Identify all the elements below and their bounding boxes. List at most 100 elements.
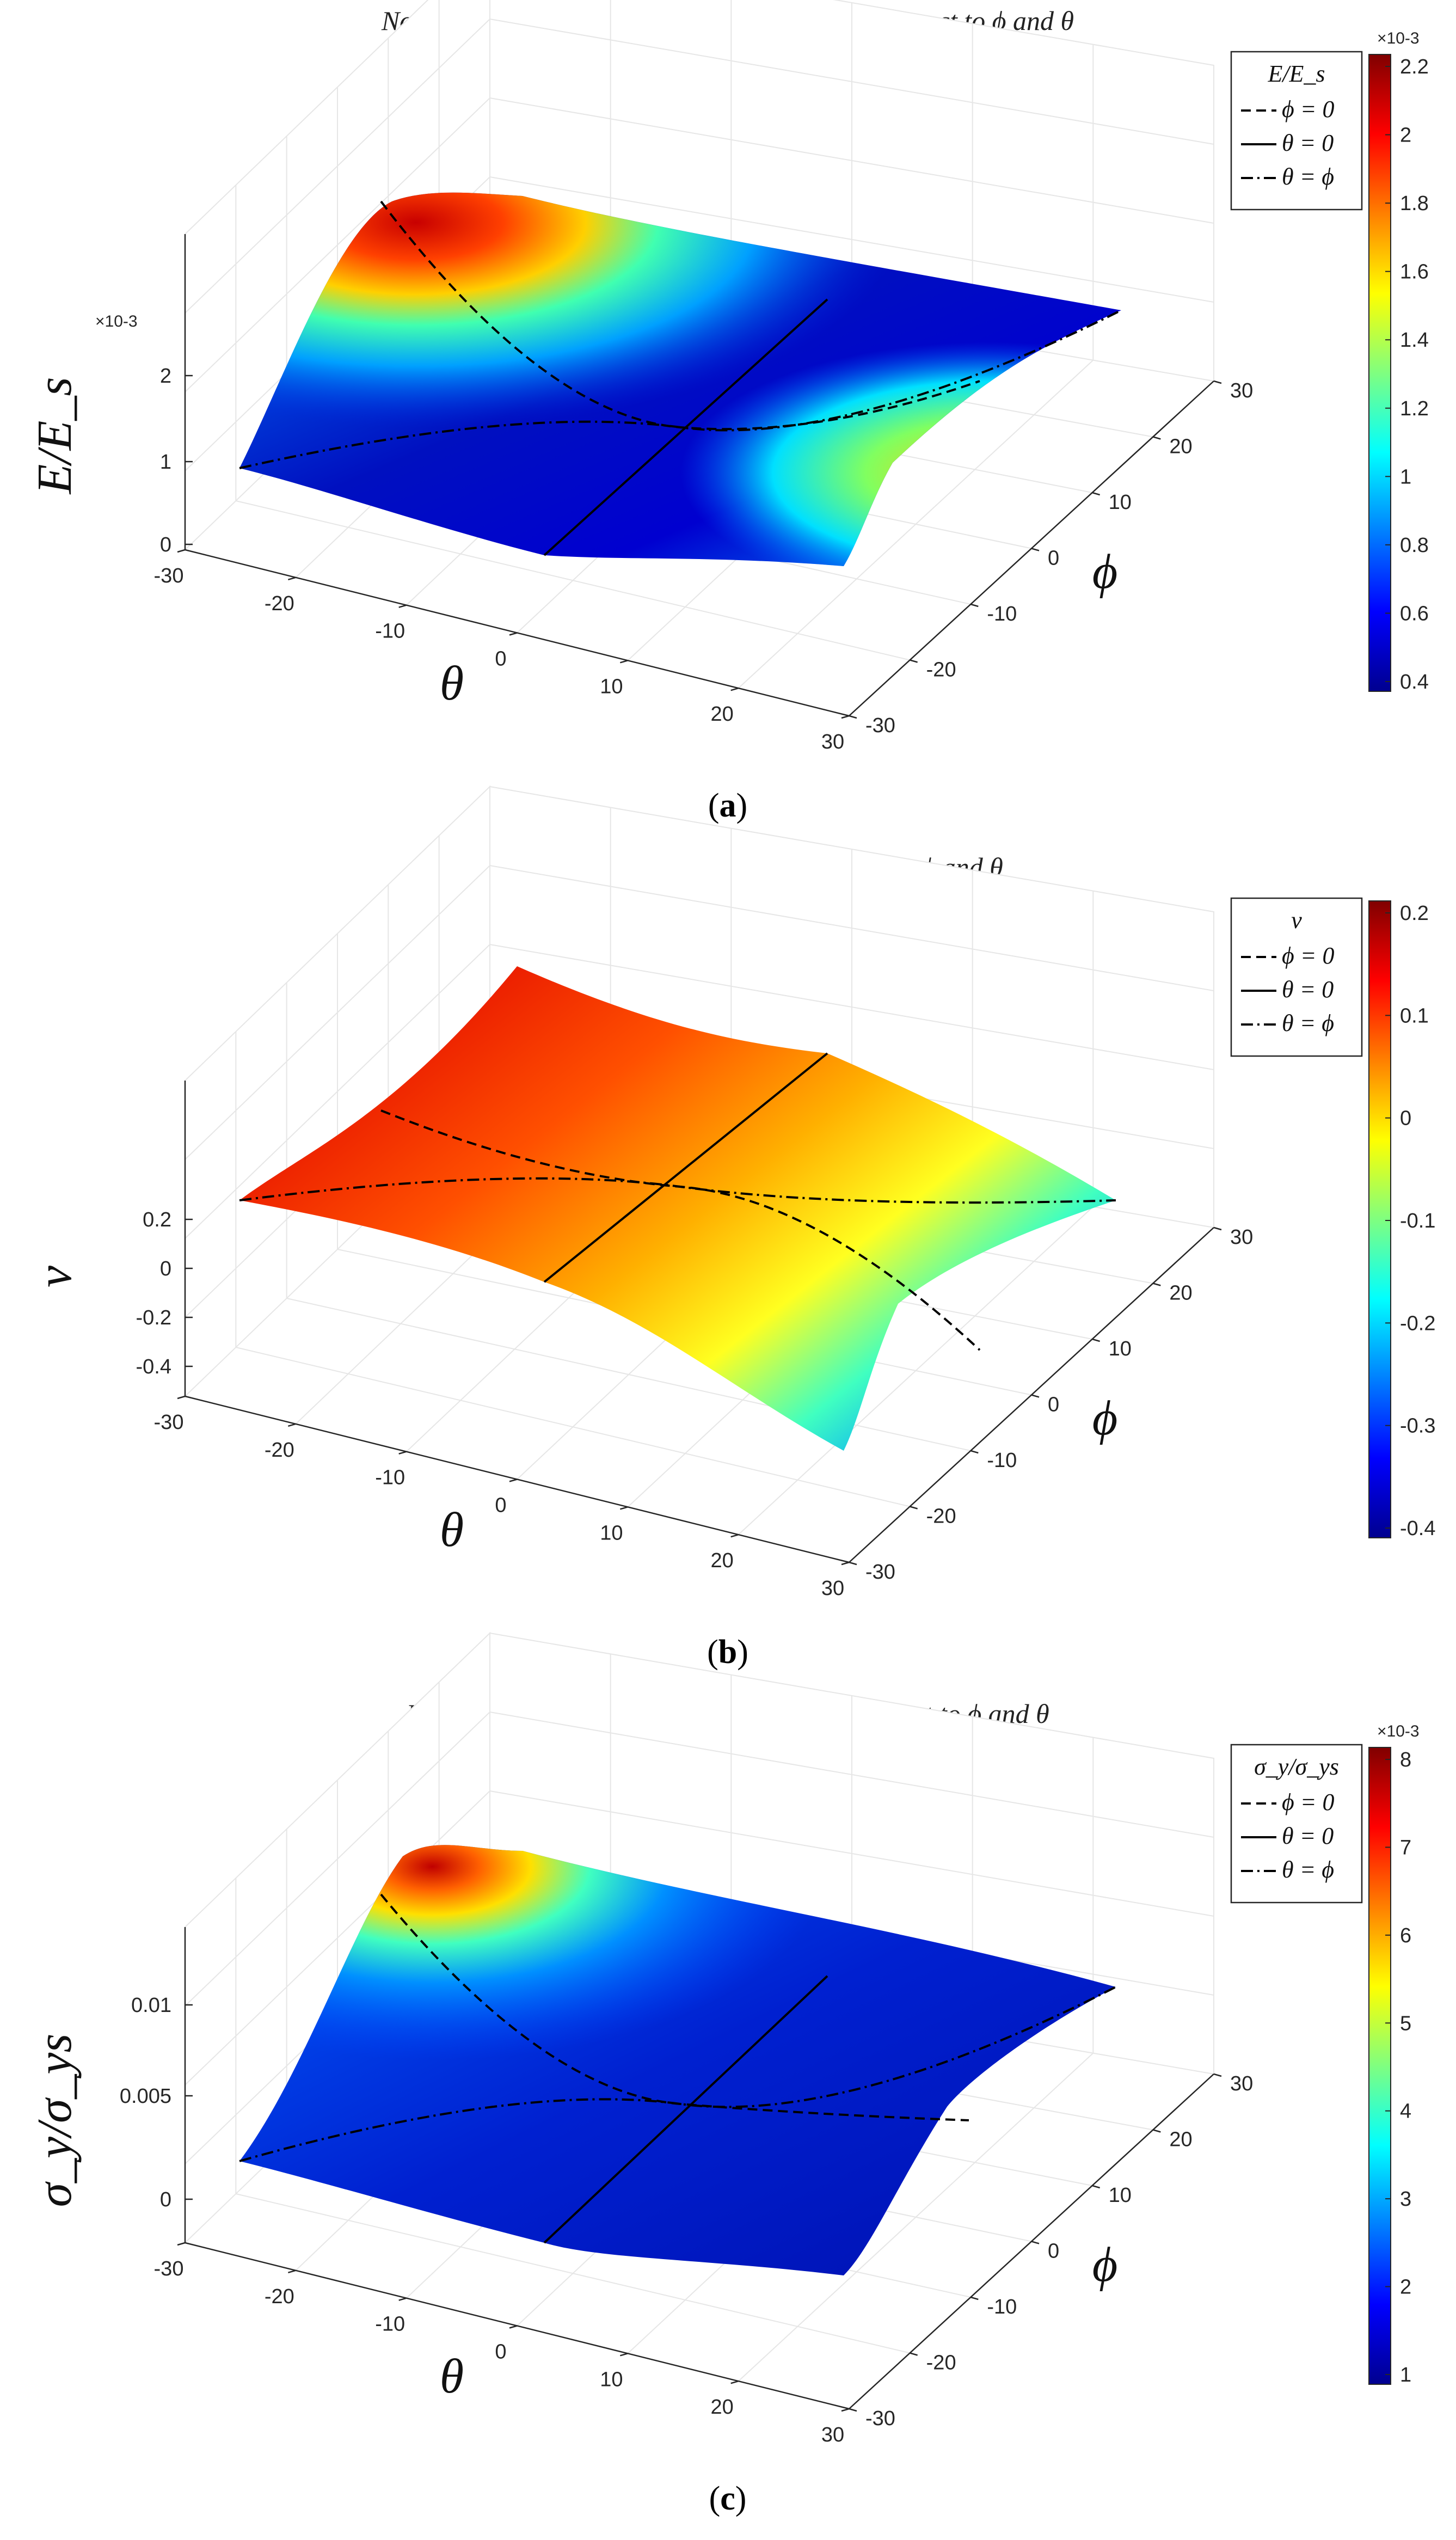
legend-entry: θ = ϕ [1282,1010,1334,1036]
y-axis-label: ϕ [1092,1391,1118,1445]
z-axis-label: ν [28,1266,82,1287]
colorbar-tick: -0.4 [1400,1517,1435,1540]
y-tick-label: -20 [926,1505,956,1528]
y-tick-label: 20 [1169,1282,1192,1305]
z-tick-label: -0.4 [136,1355,171,1378]
colorbar-tick: 2 [1400,2276,1411,2299]
z-tick-label: 0.005 [120,2085,171,2108]
x-tick-label: 10 [600,1521,623,1544]
panel-caption: (a) [708,787,747,824]
curve-theta-eq-0 [543,1975,828,2244]
x-tick-label: -20 [265,592,294,615]
x-tick-label: -10 [375,1467,405,1489]
y-tick-label: 30 [1230,1226,1253,1249]
colorbar-exponent: ×10-3 [1377,1722,1420,1740]
y-axis-label: ϕ [1092,545,1118,599]
surface [239,966,1116,1451]
legend-entry: θ = ϕ [1282,163,1334,190]
legend: E/E_s ϕ = 0 θ = 0 θ = ϕ [1230,51,1363,211]
colorbar-tick: 5 [1400,2012,1411,2035]
x-tick-label: 30 [821,2424,844,2446]
colorbar-tick: 1.2 [1400,397,1429,420]
colorbar-tick: 6 [1400,1924,1411,1947]
colorbar-tick: -0.1 [1400,1210,1435,1232]
legend-entry: ϕ = 0 [1282,942,1334,969]
y-tick-label: 20 [1169,435,1192,458]
x-tick-label: 20 [711,1549,734,1572]
x-tick-label: -30 [154,1411,184,1434]
x-tick-label: 20 [711,2396,734,2419]
z-axis-label: E/E_s [28,377,82,495]
colorbar-tick: 1 [1400,2364,1411,2386]
legend-title: E/E_s [1267,60,1325,87]
legend: σ_y/σ_ys ϕ = 0 θ = 0 θ = ϕ [1230,1744,1363,1904]
z-exponent: ×10-3 [95,312,138,330]
chart-panel-b: Poisson’s ratio distribution with respec… [28,785,1435,1671]
colorbar-tick: 2 [1400,124,1411,147]
surface [239,1845,1116,2275]
y-tick-label: 20 [1169,2128,1192,2151]
y-tick-label: 0 [1048,2240,1059,2263]
chart-panel-c: Normalized yield stress distribution wit… [28,1631,1420,2517]
x-tick-label: 0 [495,648,506,671]
z-tick-label: 0.2 [143,1208,171,1231]
colorbar-tick: 1 [1400,465,1411,488]
y-axis-label: ϕ [1092,2238,1118,2292]
y-tick-label: 10 [1109,1338,1132,1360]
y-tick-label: 0 [1048,1394,1059,1416]
x-tick-label: -30 [154,2257,184,2280]
colorbar-tick: 1.4 [1400,329,1429,352]
colorbar-tick: 8 [1400,1748,1411,1771]
y-tick-label: 10 [1109,491,1132,514]
colorbar-tick: 3 [1400,2188,1411,2211]
z-tick-label: 2 [160,365,171,388]
curve-phi-eq-0 [380,1893,969,2121]
colorbar-tick: 0.2 [1400,902,1429,925]
panel-caption: (c) [709,2480,747,2517]
y-tick-label: -20 [926,2352,956,2375]
legend-entry: θ = 0 [1282,130,1334,156]
colorbar-tick: 0.6 [1400,602,1429,625]
y-tick-label: -10 [987,2296,1017,2318]
z-axis-label: σ_y/σ_ys [28,2034,82,2207]
x-tick-label: -10 [375,2313,405,2336]
colorbar-tick: 0.1 [1400,1004,1429,1027]
y-tick-label: 10 [1109,2184,1132,2207]
legend: ν ϕ = 0 θ = 0 θ = ϕ [1230,897,1363,1057]
legend-entry: θ = ϕ [1282,1856,1334,1883]
z-tick-label: -0.2 [136,1306,171,1329]
colorbar-tick: 1.8 [1400,192,1429,215]
y-tick-label: -10 [987,603,1017,625]
x-tick-label: 30 [821,731,844,753]
colorbar-exponent: ×10-3 [1377,29,1420,47]
colorbar-tick: 4 [1400,2100,1411,2123]
z-tick-label: 0 [160,1257,171,1280]
chart-panel-a: Normalized elastic modulus distribution … [28,0,1429,824]
x-axis-label: θ [440,657,464,710]
x-tick-label: 10 [600,675,623,698]
x-tick-label: 0 [495,1494,506,1517]
legend-title: ν [1291,907,1302,934]
legend-entry: θ = 0 [1282,976,1334,1003]
y-tick-label: -10 [987,1449,1017,1472]
x-tick-label: 10 [600,2368,623,2391]
z-tick-label: 0 [160,533,171,556]
y-tick-label: -30 [865,1561,895,1584]
y-tick-label: 30 [1230,379,1253,402]
panel-caption: (b) [707,1634,748,1671]
colorbar-tick: 0.8 [1400,534,1429,557]
colorbar-tick: 0.4 [1400,671,1429,694]
colorbar-tick: 7 [1400,1836,1411,1859]
legend-entry: ϕ = 0 [1282,96,1334,122]
x-axis-label: θ [440,1503,464,1557]
x-tick-label: -30 [154,565,184,587]
x-tick-label: 0 [495,2341,506,2364]
x-axis-label: θ [440,2349,464,2403]
y-tick-label: -30 [865,2407,895,2430]
surface [239,192,1122,566]
colorbar-tick: -0.3 [1400,1415,1435,1438]
y-tick-label: 30 [1230,2072,1253,2095]
legend-entry: θ = 0 [1282,1823,1334,1849]
colorbar [1368,900,1391,1538]
z-tick-label: 0.01 [131,1994,171,2017]
